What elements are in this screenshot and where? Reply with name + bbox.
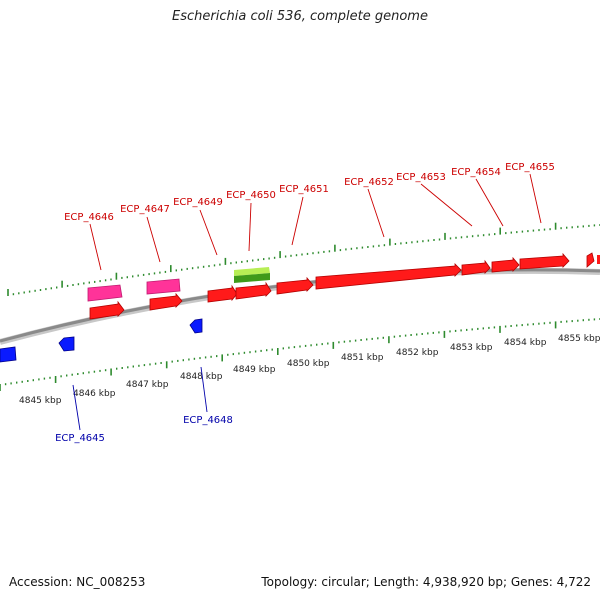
reverse-gene-edge — [0, 346, 17, 363]
gene-arrow-4652 — [315, 263, 462, 290]
scale-label-4853: 4853 kbp — [450, 343, 493, 353]
gene-label-4648[interactable]: ECP_4648 — [183, 415, 233, 426]
map-title: Escherichia coli 536, complete genome — [172, 9, 428, 24]
gene-label-4650[interactable]: ECP_4650 — [226, 190, 276, 201]
leader-4646 — [89, 223, 102, 271]
inner-tick-row — [0, 318, 600, 391]
gene-label-4653[interactable]: ECP_4653 — [396, 172, 446, 183]
leader-4649 — [199, 209, 218, 256]
gene-label-4652[interactable]: ECP_4652 — [344, 177, 394, 188]
leader-4654 — [475, 178, 504, 227]
leader-4653 — [420, 183, 473, 227]
leader-4648 — [200, 366, 208, 413]
gene-arrow-4654 — [491, 256, 520, 273]
gene-arrow-4653 — [461, 259, 491, 276]
gene-arrow-4649 — [207, 284, 238, 303]
scale-label-4849: 4849 kbp — [233, 365, 276, 375]
reverse-gene-4645 — [58, 336, 75, 352]
gene-label-4654[interactable]: ECP_4654 — [451, 167, 501, 178]
accession-label: Accession: NC_008253 — [9, 575, 146, 589]
gene-arrow-4651 — [276, 276, 314, 295]
label-leaders — [72, 173, 542, 431]
scale-label-4845: 4845 kbp — [19, 396, 62, 406]
forward-gene-track — [89, 252, 600, 320]
gene-label-4647[interactable]: ECP_4647 — [120, 204, 170, 215]
gene-arrow-4655 — [519, 252, 570, 270]
rna-gene-4650-lower — [234, 273, 270, 283]
pseudo-gene-track — [87, 267, 270, 302]
reverse-gene-4648 — [189, 318, 203, 334]
gene-arrow-4646 — [89, 300, 125, 320]
leader-4650 — [248, 202, 252, 252]
scale-label-4852: 4852 kbp — [396, 348, 439, 358]
gene-label-4651[interactable]: ECP_4651 — [279, 184, 329, 195]
scale-label-4848: 4848 kbp — [180, 372, 223, 382]
scale-label-4847: 4847 kbp — [126, 380, 169, 390]
gene-arrow-next — [586, 252, 595, 268]
outer-tick-row — [7, 222, 600, 296]
pseudo-gene-4647 — [146, 278, 181, 295]
gene-arrow-edge — [597, 255, 600, 264]
topology-summary: Topology: circular; Length: 4,938,920 bp… — [261, 575, 591, 589]
scale-label-4854: 4854 kbp — [504, 338, 547, 348]
gene-arrow-4647 — [149, 292, 183, 311]
gene-labels: ECP_4646 ECP_4647 ECP_4649 ECP_4650 ECP_… — [55, 162, 555, 444]
pseudo-gene-4646 — [87, 284, 123, 302]
scale-label-4850: 4850 kbp — [287, 359, 330, 369]
leader-4655 — [529, 173, 542, 224]
gene-label-4655[interactable]: ECP_4655 — [505, 162, 555, 173]
gene-arrow-4650 — [235, 281, 272, 300]
scale-label-4851: 4851 kbp — [341, 353, 384, 363]
leader-4647 — [146, 216, 161, 263]
reverse-gene-track — [0, 318, 203, 363]
leader-4645 — [72, 384, 81, 431]
gene-label-4649[interactable]: ECP_4649 — [173, 197, 223, 208]
gene-label-4645[interactable]: ECP_4645 — [55, 433, 105, 444]
scale-label-4855: 4855 kbp — [558, 334, 600, 344]
leader-4651 — [291, 196, 304, 246]
leader-4652 — [367, 188, 385, 238]
scale-label-4846: 4846 kbp — [73, 389, 116, 399]
scale-labels: 4845 kbp 4846 kbp 4847 kbp 4848 kbp 4849… — [19, 334, 600, 406]
gene-label-4646[interactable]: ECP_4646 — [64, 212, 114, 223]
